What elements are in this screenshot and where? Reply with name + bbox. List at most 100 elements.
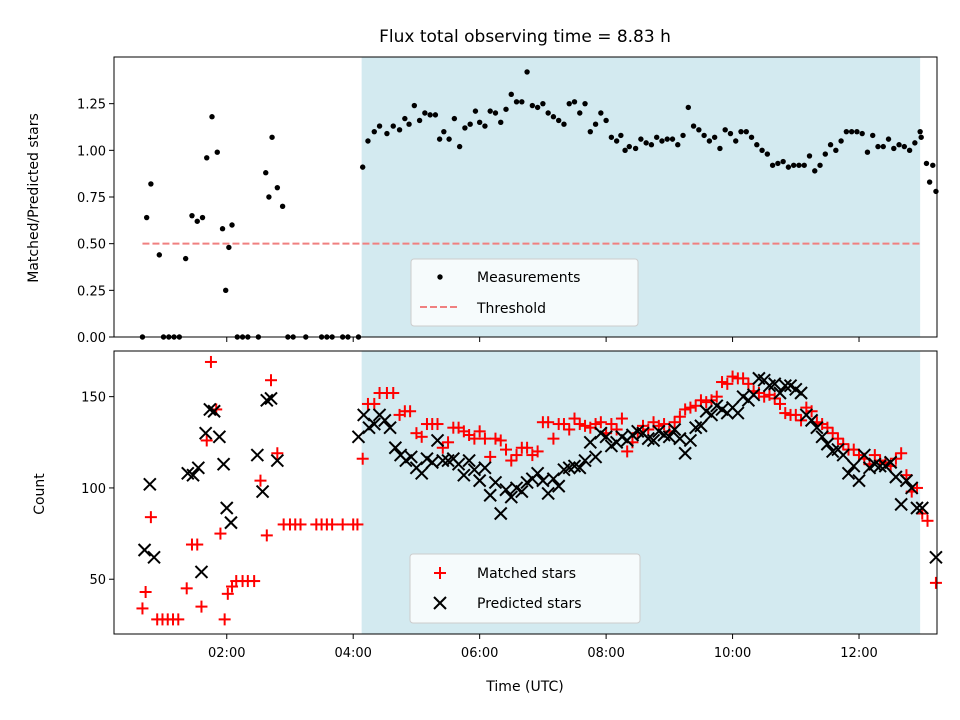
measurements-point: [214, 149, 220, 155]
measurements-point: [411, 102, 418, 109]
measurements-point: [901, 143, 908, 150]
measurements-point: [587, 128, 594, 135]
predicted-stars-point: [883, 455, 898, 470]
measurements-point: [540, 100, 546, 107]
measurements-point: [608, 134, 615, 140]
predicted-stars-point: [899, 473, 914, 488]
measurements-point: [833, 147, 839, 154]
matched-stars-point: [826, 427, 839, 440]
measurements-point: [550, 114, 557, 120]
measurements-point: [199, 214, 206, 221]
matched-stars-point: [605, 418, 618, 431]
measurements-point: [622, 147, 628, 154]
top-axes-frame: [113, 56, 938, 338]
measurements-point: [487, 108, 493, 114]
predicted-stars-point: [457, 468, 471, 482]
measurements-point: [801, 162, 807, 168]
measurements-point: [371, 128, 377, 135]
predicted-stars-point: [203, 402, 217, 417]
measurements-point: [194, 218, 200, 224]
matched-stars-point: [847, 443, 860, 456]
top-x-ticks: [226, 337, 860, 342]
matched-stars-point: [563, 423, 576, 436]
measurements-point: [912, 140, 918, 146]
measurements-point: [503, 106, 509, 112]
measurements-point: [226, 244, 232, 251]
top-panel: Flux total observing time = 8.83 h Match…: [26, 27, 939, 346]
predicted-stars-point: [746, 388, 761, 402]
predicted-stars-point: [541, 486, 555, 501]
matched-stars-point: [700, 396, 713, 409]
predicted-stars-point: [467, 462, 482, 477]
measurements-point: [906, 147, 913, 154]
predicted-stars-point: [929, 550, 943, 565]
measurements-point: [534, 104, 541, 111]
measurements-point: [685, 104, 692, 111]
measurements-point: [422, 110, 428, 116]
matched-stars-point: [721, 377, 734, 390]
measurements-point: [848, 128, 855, 135]
predicted-stars-point: [494, 506, 508, 521]
measurements-point: [519, 99, 525, 105]
y-tick-label: 100: [81, 482, 106, 497]
measurements-point: [451, 115, 458, 122]
measurements-point: [843, 128, 850, 135]
predicted-stars-point: [810, 420, 824, 435]
predicted-stars-point: [504, 490, 518, 504]
measurements-point: [432, 112, 439, 118]
predicted-stars-point: [404, 450, 418, 464]
measurements-point: [930, 162, 936, 168]
matched-stars-point: [542, 416, 555, 429]
measurements-point: [827, 142, 834, 148]
matched-stars-point: [200, 434, 213, 447]
measurements-point: [613, 138, 620, 144]
legend-measurements-marker: [437, 274, 443, 280]
x-tick-label: 10:00: [714, 646, 751, 661]
measurements-point: [156, 252, 163, 258]
measurements-point: [923, 160, 930, 167]
measurements-point: [701, 132, 707, 139]
matched-stars-point: [191, 538, 204, 551]
measurements-point: [390, 123, 396, 129]
measurements-point: [223, 287, 229, 294]
predicted-stars-point: [194, 565, 209, 579]
predicted-stars-point: [852, 473, 866, 488]
predicted-stars-point: [873, 459, 887, 473]
predicted-stars-point: [260, 393, 274, 408]
measurements-point: [626, 143, 632, 150]
matched-stars-point: [431, 418, 444, 431]
predicted-stars-point: [198, 426, 213, 440]
top-legend: Measurements Threshold: [410, 258, 639, 327]
measurements-point: [555, 117, 562, 124]
measurements-point: [182, 255, 189, 262]
measurements-point: [577, 110, 583, 116]
measurements-point: [675, 142, 681, 148]
matched-stars-point: [368, 397, 381, 410]
measurements-point: [817, 162, 823, 168]
measurements-point: [561, 121, 567, 127]
matched-stars-point: [568, 412, 581, 425]
legend-matched-label: Matched stars: [477, 566, 576, 582]
bottom-y-axis-label: Count: [32, 473, 48, 515]
matched-stars-point: [779, 407, 792, 420]
matched-stars-point: [218, 613, 231, 626]
predicted-stars-point: [910, 501, 924, 515]
predicted-stars-point: [220, 501, 234, 515]
x-tick-label: 04:00: [334, 646, 371, 661]
measurements-point: [775, 160, 781, 167]
measurements-point: [653, 134, 660, 140]
measurements-point: [764, 151, 771, 157]
measurements-point: [690, 123, 697, 129]
predicted-stars-point: [451, 457, 466, 471]
predicted-stars-point: [383, 420, 397, 435]
legend-predicted-marker: [433, 596, 447, 610]
matched-stars-point: [336, 518, 349, 531]
measurements-point: [279, 203, 286, 210]
measurements-point: [376, 123, 383, 129]
measurements-point: [446, 136, 452, 142]
predicted-stars-point: [425, 455, 439, 470]
measurements-point: [263, 170, 269, 176]
predicted-stars-point: [207, 404, 221, 418]
legend-measurements-label: Measurements: [477, 270, 580, 286]
predicted-stars-point: [191, 461, 206, 475]
